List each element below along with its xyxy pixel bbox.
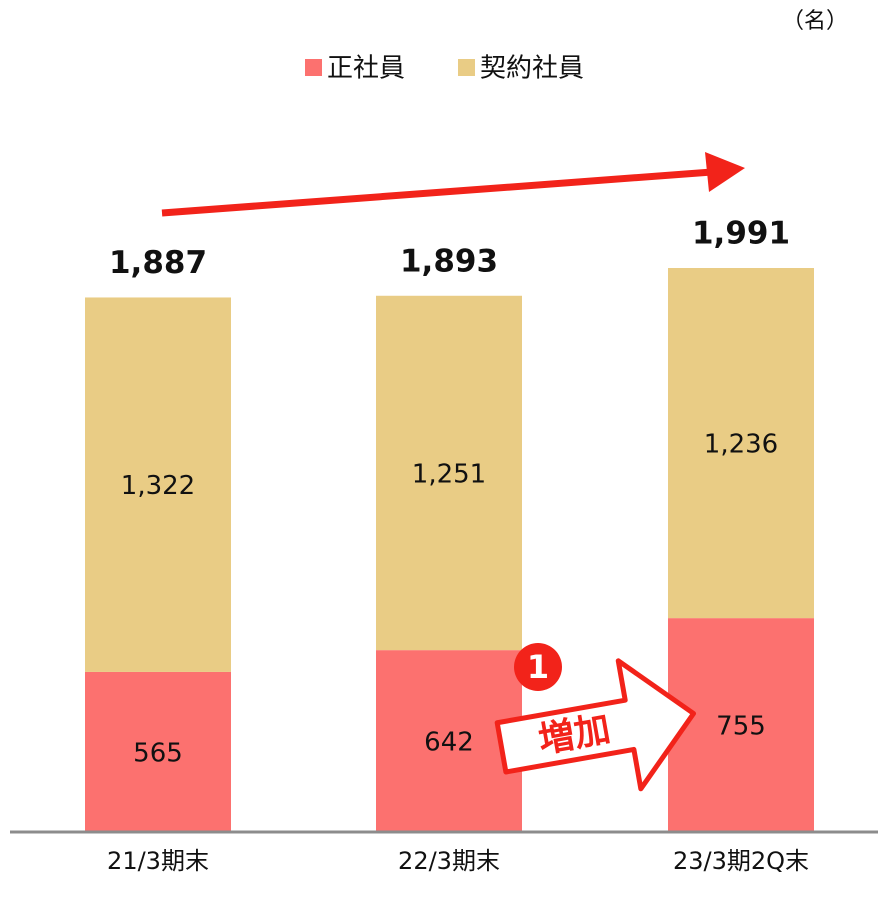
value-label: 565 <box>133 738 183 768</box>
block-arrow <box>494 658 697 792</box>
increase-callout: 増加 <box>494 658 697 792</box>
total-label: 1,991 <box>692 216 790 252</box>
x-tick-label: 23/3期2Q末 <box>673 847 809 875</box>
badge <box>514 643 562 691</box>
value-label: 755 <box>716 712 766 742</box>
value-label: 1,322 <box>121 471 195 501</box>
bar-segment <box>85 671 231 832</box>
bar-segment <box>376 295 522 651</box>
trend-arrow <box>161 152 745 217</box>
bar-segment <box>668 618 814 832</box>
value-label: 1,251 <box>412 459 486 489</box>
value-label: 642 <box>424 728 474 758</box>
total-label: 1,893 <box>400 243 498 279</box>
legend-label: 契約社員 <box>480 54 584 84</box>
bar-segment <box>668 268 814 619</box>
annotation: 1 <box>527 648 549 686</box>
x-tick-label: 22/3期末 <box>398 847 500 875</box>
legend-swatch <box>458 59 475 76</box>
bar-segment <box>376 650 522 832</box>
total-label: 1,887 <box>109 245 207 281</box>
x-tick-label: 21/3期末 <box>107 847 209 875</box>
unit-label: （名） <box>782 9 848 34</box>
value-label: 1,236 <box>704 430 778 460</box>
legend-label: 正社員 <box>327 54 405 84</box>
bar-segment <box>85 297 231 672</box>
legend-swatch <box>305 59 322 76</box>
